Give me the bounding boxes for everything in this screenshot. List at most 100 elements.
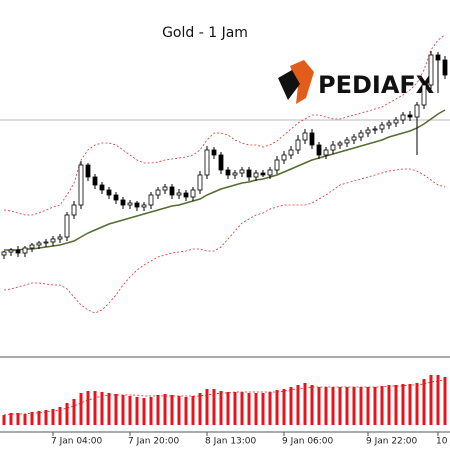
candle-body (365, 129, 371, 134)
candle-body (442, 59, 448, 76)
histogram-bar (163, 394, 167, 425)
histogram-bar (212, 389, 216, 425)
candle-body (421, 84, 427, 106)
candle-body (169, 186, 175, 196)
candle-body (1, 251, 7, 256)
candle-body (204, 149, 210, 176)
histogram-bar (289, 387, 293, 425)
candle-body (197, 174, 203, 191)
histogram-bar (191, 396, 195, 425)
candle-body (428, 54, 434, 86)
candle-body (211, 149, 217, 156)
histogram-bar (394, 385, 398, 425)
histogram-bar (170, 395, 174, 425)
candle-body (22, 247, 28, 254)
candle-body (57, 236, 63, 240)
histogram-bar (282, 389, 286, 425)
brand: PEDIAFX (318, 71, 435, 99)
candle-body (162, 186, 168, 191)
candle-body (15, 249, 21, 254)
histogram-bar (156, 395, 160, 425)
histogram-bar (422, 379, 426, 425)
histogram-bar (86, 391, 90, 425)
logo-icon (278, 70, 300, 100)
candle-body (134, 202, 140, 208)
candle-body (218, 154, 224, 171)
candle-body (120, 199, 126, 206)
candle-body (379, 124, 385, 130)
candle-body (288, 149, 294, 156)
histogram-bar (177, 396, 181, 425)
candle-body (281, 154, 287, 161)
histogram-bar (226, 392, 230, 425)
histogram-bar (324, 387, 328, 425)
histogram-bar (296, 385, 300, 425)
moving-average (4, 109, 446, 251)
candle-body (36, 242, 42, 246)
histogram-bar (443, 377, 447, 425)
histogram-bar (331, 387, 335, 425)
histogram-bar (107, 393, 111, 425)
histogram-bar (121, 395, 125, 425)
candle-body (183, 192, 189, 198)
histogram-bar (408, 384, 412, 425)
candle-body (267, 169, 273, 176)
candle-body (232, 172, 238, 176)
candle-body (190, 189, 196, 198)
candle-body (99, 184, 105, 191)
candle-body (351, 136, 357, 141)
histogram-bar (310, 385, 314, 425)
candle-body (148, 194, 154, 206)
candle-body (393, 119, 399, 124)
x-tick-label: 8 Jan 13:00 (205, 437, 257, 447)
histogram-bar (415, 383, 419, 425)
histogram-bar (275, 390, 279, 425)
histogram-bar (205, 389, 209, 425)
histogram-bar (387, 385, 391, 425)
x-tick-label: 10 Jan 1 (436, 437, 450, 447)
candle-body (92, 176, 98, 186)
histogram-bar (345, 387, 349, 425)
histogram-bar (247, 393, 251, 425)
candle-body (323, 149, 329, 156)
histogram-bar (436, 375, 440, 425)
candle-body (106, 189, 112, 196)
chart-title: Gold - 1 Jam (162, 25, 248, 41)
histogram-bar (254, 393, 258, 425)
candle-body (372, 128, 378, 131)
candle-body (246, 169, 252, 178)
histogram-bar (401, 384, 405, 425)
histogram-bar (366, 387, 370, 425)
candle-body (113, 194, 119, 201)
histogram-bar (135, 397, 139, 425)
histogram-bar (303, 383, 307, 425)
histogram-bar (9, 413, 13, 425)
histogram-bar (23, 414, 27, 425)
lower-band (3, 168, 446, 314)
candle-body (400, 114, 406, 121)
candle-body (274, 159, 280, 171)
candle-body (316, 144, 322, 156)
histogram-bar (261, 393, 265, 425)
candle-body (239, 169, 245, 174)
histogram-bar (380, 386, 384, 425)
x-tick-label: 7 Jan 04:00 (51, 437, 103, 447)
histogram-bar (240, 392, 244, 425)
candle-body (295, 139, 301, 151)
x-tick-label: 7 Jan 20:00 (128, 437, 180, 447)
histogram-bar (44, 410, 48, 425)
histogram-bar (429, 375, 433, 425)
candle-body (71, 204, 77, 216)
candle-body (141, 204, 147, 208)
histogram-bar (16, 413, 20, 425)
histogram-bar (198, 393, 202, 425)
histogram-bar (128, 396, 132, 425)
histogram-bar (268, 392, 272, 425)
candle-body (78, 164, 84, 206)
x-tick-label: 9 Jan 22:00 (366, 437, 418, 447)
candle-body (344, 139, 350, 144)
histogram-bar (352, 387, 356, 425)
candle-body (155, 189, 161, 196)
